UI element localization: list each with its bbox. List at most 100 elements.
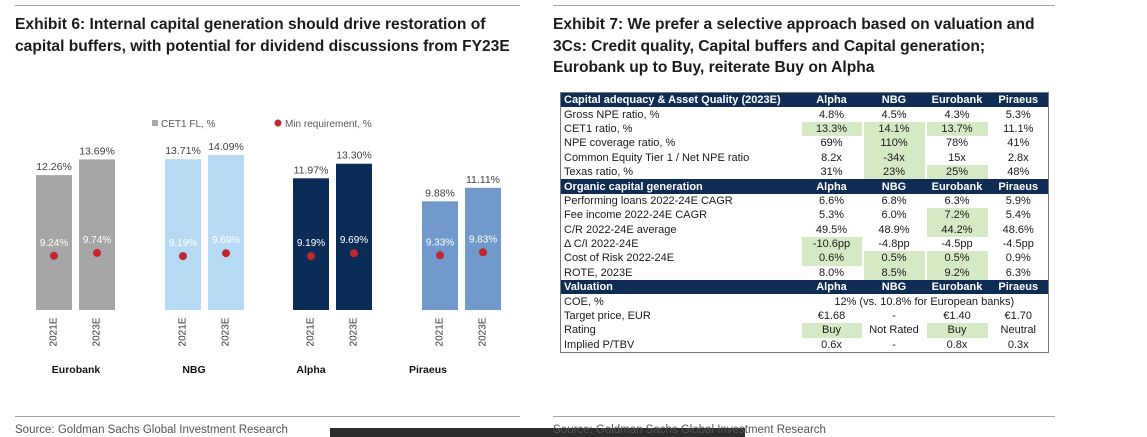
cell-nbg: 48.9%: [878, 223, 910, 236]
table-row: C/R 2022-24E average 49.5% 48.9% 44.2% 48.6%: [561, 222, 1049, 237]
cell-eurobank: 7.2%: [925, 208, 989, 223]
cet1-bar-nbg-2021e: [165, 159, 201, 310]
cell-nbg: -4.8pp: [878, 238, 910, 251]
table-row: CET1 ratio, % 13.3% 14.1% 13.7% 11.1%: [561, 121, 1049, 137]
group-label-alpha: Alpha: [296, 364, 325, 376]
row-label: CET1 ratio, %: [564, 122, 633, 135]
cell-alpha: 49.5%: [815, 223, 848, 236]
row-span-value: 12% (vs. 10.8% for European banks): [834, 295, 1015, 308]
table-row: COE, % 12% (vs. 10.8% for European banks): [561, 294, 1049, 308]
cell-piraeus: 48.6%: [1002, 223, 1034, 236]
table-row: Common Equity Tier 1 / Net NPE ratio 8.2x…: [561, 150, 1049, 165]
cell-eurobank: 25%: [925, 164, 989, 180]
exhibit7-table-body: Capital adequacy & Asset Quality (2023E)…: [560, 92, 1049, 353]
cell-alpha: 31%: [820, 166, 843, 179]
cell-alpha: 0.6x: [821, 338, 842, 351]
x-tick-label: 2023E: [349, 317, 360, 346]
cell-nbg: -: [892, 310, 896, 323]
exhibit6-title-line: capital buffers, with potential for divi…: [15, 37, 510, 55]
row-label: C/R 2022-24E average: [564, 223, 677, 236]
row-label: Texas ratio, %: [564, 166, 634, 179]
exhibit7-title-line: Exhibit 7: We prefer a selective approac…: [553, 16, 1035, 33]
dark-overlay-bar: [330, 428, 745, 437]
group-label-eurobank: Eurobank: [52, 364, 101, 376]
table-row: Fee income 2022-24E CAGR 5.3% 6.0% 7.2% 5.4%: [561, 208, 1049, 223]
cell-piraeus: €1.70: [1004, 310, 1033, 323]
min-requirement-label: 9.69%: [212, 235, 240, 246]
cell-piraeus: 0.9%: [1005, 252, 1031, 265]
exhibit6-bottom-rule: [15, 416, 520, 417]
exhibit7-title-line: 3Cs: Credit quality, Capital buffers and…: [553, 37, 986, 55]
cell-eurobank: Buy: [925, 323, 989, 338]
exhibit6-top-rule: [15, 5, 520, 6]
cell-piraeus: 41%: [1007, 137, 1030, 150]
section-header-row: Capital adequacy & Asset Quality (2023E)…: [560, 92, 1049, 108]
column-header-piraeus: Piraeus: [998, 94, 1039, 107]
cell-alpha: €1.68: [817, 310, 846, 323]
cell-eurobank: 4.3%: [944, 108, 970, 121]
column-header-piraeus: Piraeus: [998, 180, 1039, 193]
cell-alpha: 5.3%: [818, 209, 845, 222]
min-requirement-label: 9.83%: [469, 234, 497, 245]
min-requirement-label: 9.19%: [169, 238, 197, 249]
cell-nbg: 6.8%: [881, 194, 907, 207]
cell-piraeus: 6.3%: [1005, 266, 1031, 279]
min-requirement-marker-eurobank-2021e: [50, 251, 58, 260]
row-label: ROTE, 2023E: [564, 266, 633, 279]
cet1-bar-alpha-2023e: [336, 163, 372, 310]
cet1-bar-eurobank-2021e: [36, 175, 72, 310]
cet1-value-label: 11.97%: [294, 164, 329, 176]
exhibit7-bottom-rule: [553, 416, 1055, 417]
section-header-row: Organic capital generation Alpha NBG Euroba…: [560, 179, 1049, 194]
column-header-alpha: Alpha: [816, 281, 847, 294]
cell-nbg: 14.1%: [862, 121, 926, 137]
legend-min-requirement-label: Min requirement, %: [285, 119, 372, 130]
min-requirement-label: 9.24%: [40, 238, 68, 249]
column-header-alpha: Alpha: [816, 180, 847, 193]
cell-piraeus: 0.3x: [1007, 338, 1029, 351]
cell-piraeus: Neutral: [1000, 324, 1036, 337]
cell-alpha: 8.2x: [821, 151, 842, 164]
section-title: Valuation: [564, 281, 613, 294]
column-header-piraeus: Piraeus: [998, 281, 1039, 294]
exhibit6-chart: 12.26% 9.24% 2021E 13.69% 9.74% 2023E Eurobank…: [36, 119, 501, 376]
cell-nbg: 23%: [862, 164, 926, 180]
min-requirement-marker-piraeus-2021e: [436, 251, 444, 260]
cell-alpha: 6.6%: [818, 194, 845, 207]
cet1-value-label: 13.71%: [165, 145, 201, 157]
cell-eurobank: 78%: [945, 137, 969, 150]
cet1-value-label: 11.11%: [466, 174, 500, 186]
cet1-value-label: 9.88%: [425, 187, 455, 199]
cet1-bar-nbg-2023e: [208, 155, 244, 310]
exhibit7-top-rule: [553, 5, 1055, 6]
cell-eurobank: 0.8x: [946, 338, 968, 351]
table-row: Target price, EUR €1.68 - €1.40 €1.70: [561, 309, 1049, 323]
row-label: Gross NPE ratio, %: [564, 108, 660, 121]
table-row: Implied P/TBV 0.6x - 0.8x 0.3x: [561, 338, 1049, 353]
cell-piraeus: 5.9%: [1005, 194, 1031, 207]
column-header-eurobank: Eurobank: [931, 180, 983, 193]
cet1-value-label: 13.69%: [79, 145, 115, 157]
row-label: Common Equity Tier 1 / Net NPE ratio: [564, 151, 750, 164]
section-title: Capital adequacy & Asset Quality (2023E): [564, 94, 781, 107]
min-requirement-marker-nbg-2023e: [222, 249, 230, 258]
section-title: Organic capital generation: [564, 180, 703, 193]
cet1-value-label: 13.30%: [336, 150, 372, 162]
cell-eurobank: 15x: [948, 151, 966, 164]
group-label-piraeus: Piraeus: [409, 364, 447, 376]
exhibit7-title: Exhibit 7: We prefer a selective approac…: [553, 14, 1035, 79]
cell-nbg: 6.0%: [881, 209, 907, 222]
cell-piraeus: -4.5pp: [1002, 238, 1034, 251]
cell-alpha: 13.3%: [800, 121, 863, 137]
row-label: Fee income 2022-24E CAGR: [564, 209, 708, 222]
x-tick-label: 2023E: [92, 317, 103, 346]
min-requirement-marker-nbg-2021e: [179, 252, 187, 261]
table-row: Δ C/I 2022-24E -10.6pp -4.8pp -4.5pp -4.5pp: [561, 236, 1049, 252]
cell-alpha: Buy: [800, 323, 863, 338]
row-label: Implied P/TBV: [564, 338, 635, 351]
legend-cet1-marker: [152, 120, 158, 126]
x-tick-label: 2023E: [221, 317, 232, 346]
min-requirement-marker-alpha-2023e: [350, 249, 358, 258]
cell-alpha: -10.6pp: [800, 236, 863, 252]
min-requirement-label: 9.33%: [426, 237, 454, 248]
